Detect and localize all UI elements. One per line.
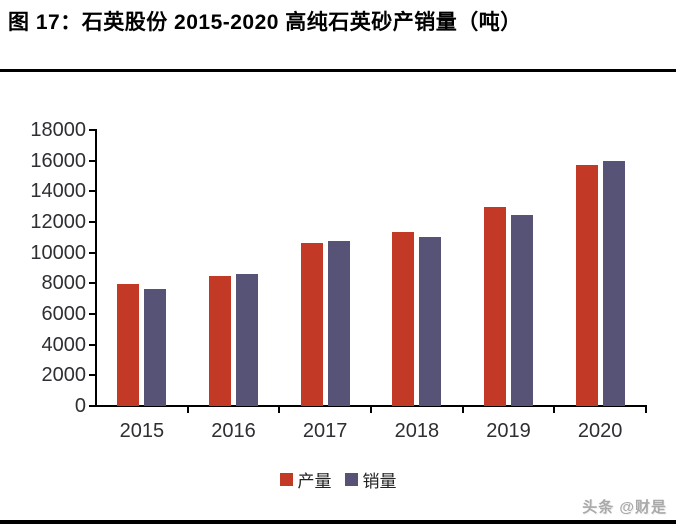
y-tick-mark	[89, 343, 95, 346]
bottom-divider	[0, 520, 676, 524]
legend-label-sales: 销量	[362, 472, 397, 491]
bar-production-2019	[484, 207, 506, 406]
x-category-label: 2017	[302, 420, 348, 442]
x-tick-mark	[461, 407, 464, 413]
x-category-label: 2016	[211, 420, 256, 442]
y-tick-label: 2000	[41, 364, 87, 387]
watermark-text: 头条 @财是	[582, 499, 667, 516]
legend-item-sales: 销量	[344, 467, 397, 492]
y-tick-label: 4000	[41, 333, 87, 356]
bar-production-2018	[392, 231, 415, 406]
bar-sales-2016	[236, 274, 258, 406]
x-tick-mark	[370, 407, 372, 413]
bar-production-2017	[300, 243, 323, 406]
y-tick-label: 18000	[30, 119, 86, 141]
x-tick-mark	[186, 407, 189, 413]
bar-sales-2019	[511, 215, 533, 406]
y-tick-label: 12000	[30, 211, 86, 233]
y-tick-mark	[89, 221, 95, 223]
y-tick-mark	[89, 313, 95, 315]
x-category-label: 2019	[486, 420, 531, 442]
x-tick-mark	[553, 407, 556, 413]
x-category-label: 2015	[119, 420, 165, 442]
y-tick-mark	[89, 159, 95, 162]
figure-title: 图 17：石英股份 2015-2020 高纯石英砂产销量（吨）	[8, 11, 522, 34]
legend-swatch-production	[279, 473, 293, 486]
title-divider	[0, 69, 676, 72]
legend-swatch-sales	[344, 473, 358, 486]
y-tick-label: 6000	[41, 303, 87, 325]
x-category-label: 2020	[577, 420, 623, 442]
y-tick-label: 0	[74, 395, 86, 417]
bar-production-2020	[575, 165, 598, 406]
y-tick-mark	[89, 282, 95, 285]
x-axis-line	[95, 405, 647, 407]
x-category-label: 2018	[394, 420, 440, 442]
bar-production-2015	[117, 284, 140, 406]
y-tick-label: 10000	[30, 241, 86, 264]
bar-sales-2015	[144, 288, 167, 406]
bar-sales-2020	[602, 160, 625, 406]
y-tick-mark	[89, 190, 95, 193]
x-tick-mark	[645, 407, 647, 413]
y-tick-label: 8000	[41, 272, 87, 295]
legend-item-production: 产量	[279, 467, 332, 492]
y-axis-line	[95, 129, 97, 407]
y-tick-label: 16000	[30, 149, 86, 172]
y-tick-mark	[89, 405, 95, 407]
bar-production-2016	[209, 275, 231, 406]
bar-sales-2017	[327, 241, 350, 406]
y-tick-mark	[89, 129, 95, 131]
y-tick-mark	[89, 374, 95, 377]
legend-label-production: 产量	[297, 472, 332, 491]
chart-legend: 产量 销量	[0, 467, 676, 492]
bar-sales-2018	[419, 236, 442, 406]
y-tick-label: 14000	[30, 180, 86, 203]
y-tick-mark	[89, 251, 95, 254]
x-tick-mark	[278, 407, 281, 413]
